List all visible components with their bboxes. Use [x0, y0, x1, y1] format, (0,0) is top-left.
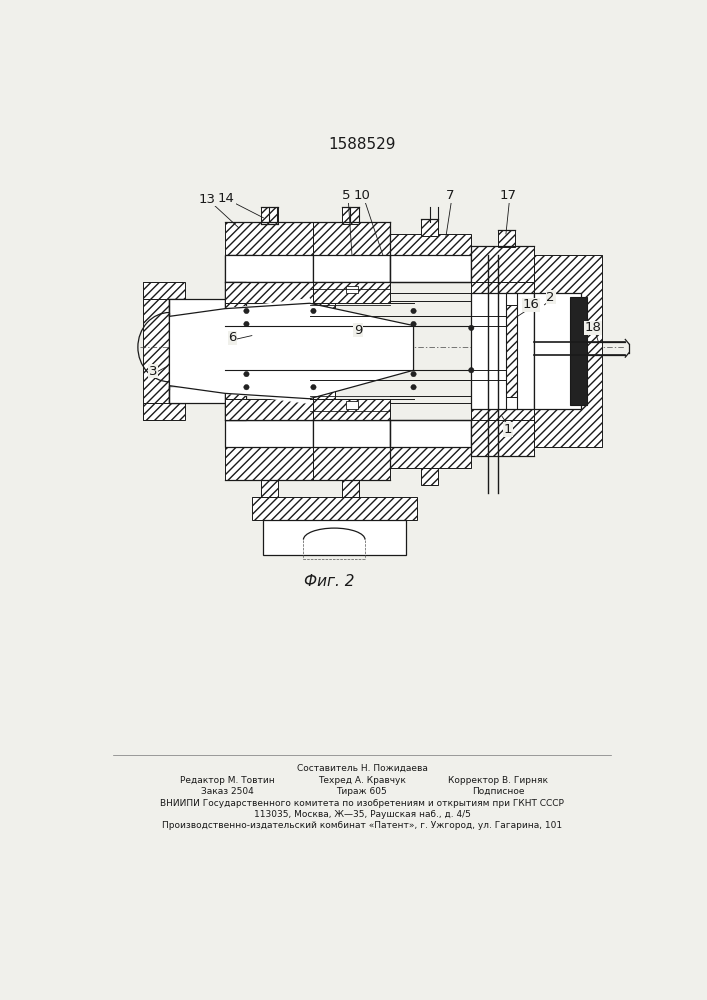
Polygon shape	[143, 282, 185, 299]
Polygon shape	[472, 293, 534, 409]
Polygon shape	[283, 540, 387, 555]
Polygon shape	[225, 255, 256, 282]
Polygon shape	[170, 386, 310, 403]
Text: Производственно-издательский комбинат «Патент», г. Ужгород, ул. Гагарина, 101: Производственно-издательский комбинат «П…	[162, 821, 562, 830]
Polygon shape	[472, 246, 534, 282]
Text: 9: 9	[354, 324, 362, 337]
Text: 17: 17	[500, 189, 517, 202]
Circle shape	[244, 308, 249, 314]
Text: 1588529: 1588529	[328, 137, 396, 152]
Text: 113035, Москва, Ж—35, Раушская наб., д. 4/5: 113035, Москва, Ж—35, Раушская наб., д. …	[254, 810, 470, 819]
Polygon shape	[252, 497, 417, 520]
Circle shape	[411, 308, 416, 314]
Polygon shape	[170, 299, 185, 403]
Text: Корректор В. Гирняк: Корректор В. Гирняк	[448, 776, 548, 785]
Polygon shape	[225, 255, 313, 282]
Polygon shape	[225, 282, 247, 420]
Polygon shape	[346, 401, 358, 409]
Polygon shape	[264, 520, 406, 540]
Text: Техред А. Кравчук: Техред А. Кравчук	[318, 776, 406, 785]
Polygon shape	[342, 480, 359, 497]
Text: 1: 1	[504, 423, 513, 436]
Polygon shape	[225, 420, 313, 480]
Polygon shape	[313, 420, 390, 480]
Text: Заказ 2504: Заказ 2504	[201, 787, 254, 796]
Text: ВНИИПИ Государственного комитета по изобретениям и открытиям при ГКНТ СССР: ВНИИПИ Государственного комитета по изоб…	[160, 799, 564, 808]
Polygon shape	[534, 255, 602, 447]
Circle shape	[469, 368, 474, 373]
Polygon shape	[225, 399, 313, 420]
Text: 16: 16	[523, 298, 539, 311]
Circle shape	[411, 321, 416, 327]
Polygon shape	[225, 303, 247, 399]
Polygon shape	[170, 303, 414, 399]
Polygon shape	[170, 299, 310, 316]
Polygon shape	[225, 282, 247, 420]
Text: 14: 14	[218, 192, 235, 205]
Polygon shape	[313, 222, 390, 282]
Text: 7: 7	[446, 189, 455, 202]
Text: 5: 5	[342, 189, 351, 202]
Polygon shape	[170, 282, 310, 316]
Text: 3: 3	[149, 365, 158, 378]
Polygon shape	[170, 386, 310, 420]
Polygon shape	[313, 282, 390, 303]
Polygon shape	[342, 207, 359, 224]
Polygon shape	[421, 219, 438, 235]
Polygon shape	[498, 230, 515, 247]
Circle shape	[469, 325, 474, 331]
Polygon shape	[390, 255, 472, 282]
Polygon shape	[390, 420, 472, 447]
Circle shape	[244, 371, 249, 377]
Polygon shape	[313, 399, 390, 420]
Text: 6: 6	[228, 331, 237, 344]
Text: Фиг. 2: Фиг. 2	[303, 574, 354, 589]
Polygon shape	[225, 282, 313, 303]
Polygon shape	[261, 480, 278, 497]
Polygon shape	[261, 207, 278, 224]
Circle shape	[411, 371, 416, 377]
Polygon shape	[225, 420, 313, 447]
Polygon shape	[390, 234, 472, 282]
Polygon shape	[264, 520, 406, 555]
Circle shape	[311, 308, 316, 314]
Circle shape	[311, 384, 316, 390]
Polygon shape	[143, 403, 185, 420]
Polygon shape	[313, 255, 390, 282]
Polygon shape	[570, 297, 587, 405]
Polygon shape	[143, 282, 170, 420]
Text: 2: 2	[547, 291, 555, 304]
Text: 13: 13	[199, 193, 216, 206]
Polygon shape	[346, 286, 358, 293]
Polygon shape	[421, 468, 438, 485]
Circle shape	[244, 321, 249, 327]
Text: Редактор М. Товтин: Редактор М. Товтин	[180, 776, 274, 785]
Polygon shape	[313, 303, 335, 399]
Polygon shape	[225, 222, 313, 282]
Polygon shape	[472, 282, 534, 420]
Text: Подписное: Подписное	[472, 787, 525, 796]
Polygon shape	[506, 305, 518, 397]
Polygon shape	[534, 293, 580, 409]
Circle shape	[411, 384, 416, 390]
Text: 18: 18	[585, 321, 602, 334]
Polygon shape	[313, 420, 390, 447]
Circle shape	[244, 384, 249, 390]
Text: Составитель Н. Пожидаева: Составитель Н. Пожидаева	[296, 764, 428, 773]
Text: 10: 10	[354, 189, 370, 202]
Polygon shape	[472, 420, 534, 456]
Text: Тираж 605: Тираж 605	[337, 787, 387, 796]
Polygon shape	[390, 420, 472, 468]
